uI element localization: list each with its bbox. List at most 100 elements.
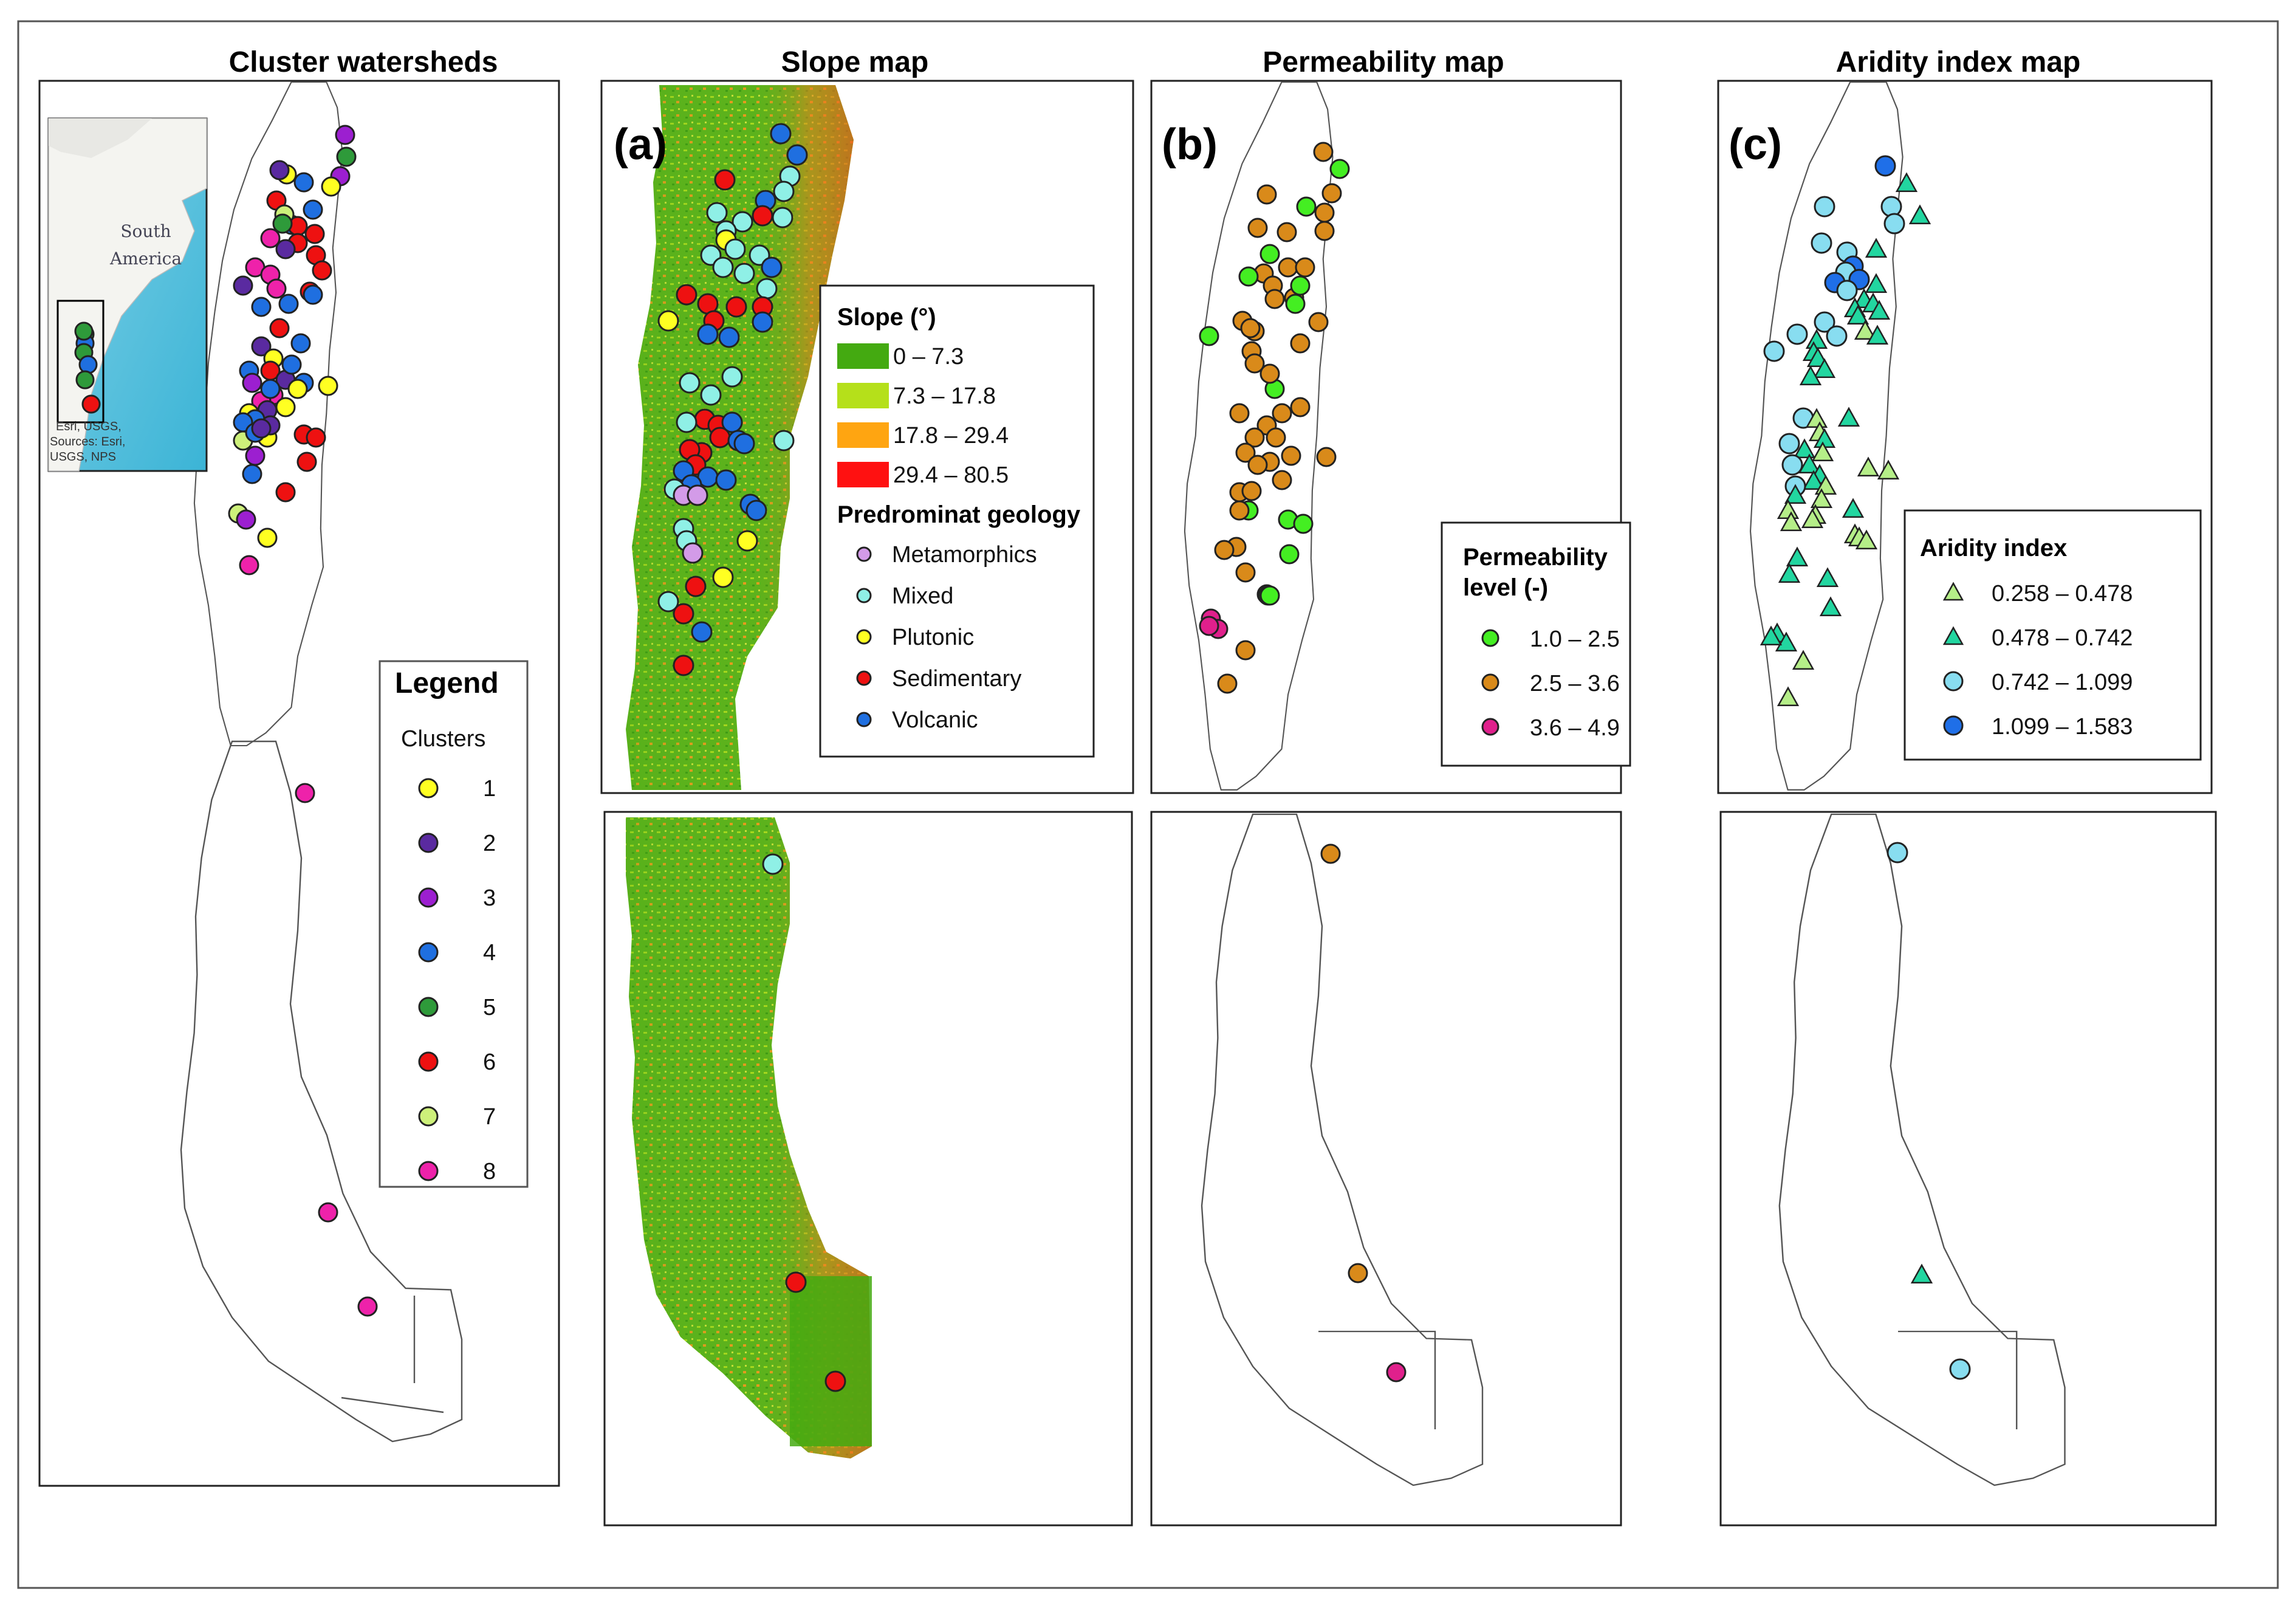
cluster-site <box>275 397 296 417</box>
panel-label-b: (b) <box>1162 120 1218 169</box>
cluster-legend-subtitle: Clusters <box>401 726 485 752</box>
permeability-site <box>1281 445 1301 466</box>
slope-geology-site <box>761 256 783 278</box>
aridity-site <box>1837 407 1860 427</box>
slope-geology-site <box>772 207 793 228</box>
cluster-site <box>278 294 299 314</box>
aridity-site <box>1908 204 1931 225</box>
perm-legend-marker <box>1481 629 1499 647</box>
aridity-points <box>1760 155 1971 1380</box>
permeability-site <box>1386 1362 1407 1383</box>
aridity-legend-label: 0.478 – 0.742 <box>1992 625 2133 651</box>
slope-geology-site <box>709 427 731 448</box>
geology-legend-marker <box>856 546 872 562</box>
aridity-site <box>1877 459 1900 480</box>
permeability-site <box>1235 640 1256 661</box>
aridity-site <box>1836 280 1858 301</box>
cluster-site <box>260 228 281 249</box>
permeability-site <box>1308 312 1329 332</box>
cluster-legend-marker <box>418 887 439 908</box>
aridity-site <box>1798 453 1821 474</box>
permeability-site <box>1296 196 1317 217</box>
aridity-site <box>1826 325 1848 347</box>
aridity-legend-marker <box>1943 671 1964 692</box>
slope-geology-site <box>685 575 707 597</box>
permeability-site <box>1244 353 1265 374</box>
permeability-site <box>1313 142 1334 162</box>
slope-geology-site <box>676 284 697 306</box>
aridity-site <box>1883 213 1905 235</box>
slope-geology-site <box>721 366 743 388</box>
geology-legend-marker <box>856 588 872 603</box>
permeability-site <box>1214 540 1235 560</box>
permeability-site <box>1290 333 1311 354</box>
cluster-site <box>293 172 314 193</box>
slope-geology-site <box>676 411 697 433</box>
geology-legend-label: Mixed <box>892 583 953 609</box>
slope-geology-site <box>785 1271 807 1293</box>
permeability-site <box>1320 843 1341 864</box>
perm-legend-label: 1.0 – 2.5 <box>1530 627 1620 652</box>
slope-class-label: 7.3 – 17.8 <box>893 383 996 409</box>
aridity-site <box>1886 842 1908 864</box>
cluster-legend-marker <box>418 942 439 963</box>
permeability-site <box>1316 447 1337 467</box>
slope-geology-site <box>773 180 795 202</box>
slope-geology-site <box>762 853 784 875</box>
aridity-site <box>1814 311 1835 333</box>
cluster-legend-label: 4 <box>483 940 496 966</box>
permeability-site <box>1229 500 1250 521</box>
cluster-site <box>251 336 272 357</box>
slope-geology-site <box>786 144 808 166</box>
cluster-legend: Legend Clusters 1 2 3 4 5 6 7 8 <box>379 660 529 1188</box>
slope-geology-site <box>697 323 719 345</box>
slope-geology-site <box>673 603 694 625</box>
cluster-site <box>304 224 325 244</box>
aridity-site <box>1910 1263 1933 1284</box>
permeability-site <box>1279 544 1300 565</box>
aridity-site <box>1810 488 1833 509</box>
slope-geology-site <box>682 542 704 564</box>
slope-points <box>657 123 846 1392</box>
permeability-site <box>1266 427 1286 448</box>
slope-legend-title: Slope (°) <box>837 304 936 331</box>
slope-geology-site <box>824 1370 846 1392</box>
aridity-site <box>1949 1358 1971 1380</box>
permeability-site <box>1290 275 1311 296</box>
permeability-site <box>1235 562 1256 583</box>
slope-geology-site <box>773 430 795 452</box>
slope-geology-site <box>733 433 755 455</box>
aridity-site <box>1813 358 1836 379</box>
cluster-site <box>281 354 302 375</box>
aridity-site <box>1880 196 1902 218</box>
cluster-site <box>287 379 308 399</box>
slope-geology-site <box>657 591 679 613</box>
slope-geology-site <box>745 500 767 521</box>
cluster-site <box>245 445 266 466</box>
aridity-site <box>1811 232 1832 254</box>
aridity-site <box>1793 438 1816 459</box>
aridity-site <box>1865 238 1888 258</box>
aridity-site <box>1846 304 1869 325</box>
aridity-legend-marker <box>1943 715 1964 736</box>
aridity-site <box>1786 546 1809 567</box>
permeability-site <box>1293 514 1314 534</box>
cluster-site <box>275 239 296 259</box>
cluster-site <box>295 783 315 803</box>
aridity-site <box>1778 433 1800 455</box>
inset-site <box>75 370 95 390</box>
slope-geology-site <box>733 263 755 284</box>
inset-map: South America Esri, USGS, Sources: Esri,… <box>47 117 208 472</box>
permeability-site <box>1259 585 1280 606</box>
aridity-legend-label: 0.742 – 1.099 <box>1992 670 2133 695</box>
permeability-site <box>1277 222 1297 242</box>
geology-legend-label: Metamorphics <box>892 542 1037 568</box>
aridity-site <box>1775 631 1798 652</box>
permeability-site <box>1247 218 1268 238</box>
slope-title: Slope map <box>781 46 929 78</box>
cluster-site <box>257 527 278 548</box>
permeability-site <box>1259 244 1280 264</box>
aridity-site <box>1874 155 1896 177</box>
permeability-site <box>1272 403 1292 424</box>
panel-label-a: (a) <box>614 120 667 169</box>
